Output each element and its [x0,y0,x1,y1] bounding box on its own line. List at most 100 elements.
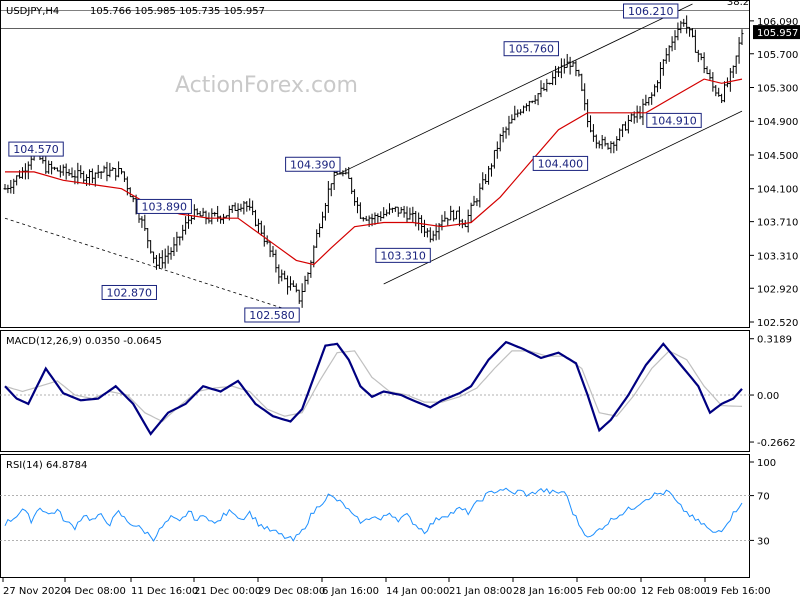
ohlc-bar [219,215,223,224]
price-annotation-box [375,247,431,263]
price-annotation-box [646,112,702,128]
rsi-axis-label: 70 [757,492,770,503]
ohlc-bar [224,215,228,218]
ohlc-bar [513,105,517,121]
ohlc-bar [644,94,648,106]
price-panel [0,0,750,328]
ohlc-bar [256,218,260,234]
ohlc-bar [606,142,610,150]
price-annotation: 104.390 [285,156,341,172]
ohlc-bar [96,164,100,179]
ohlc-bar [201,207,205,217]
ohlc-bar [347,166,351,179]
ohlc-bar [195,208,199,216]
price-axis-label: 102.920 [757,284,798,295]
ohlc-bar [15,175,19,186]
time-axis-label: 29 Dec 08:00 [258,586,325,597]
price-panel-title: USDJPY,H4 [6,6,59,17]
ohlc-bar [600,135,604,150]
ohlc-bar [708,69,712,80]
rsi-plot [0,487,750,542]
rsi-axis-label: 30 [757,536,770,547]
ohlc-bar [539,80,543,98]
time-axis-label: 11 Dec 16:00 [131,586,198,597]
ohlc-bar [705,66,709,75]
price-annotation-label: 102.580 [249,309,295,322]
ohlc-bar [679,20,683,34]
ohlc-bar [597,140,601,149]
ohlc-bar [661,59,665,76]
price-annotation-label: 104.390 [290,158,336,171]
ohlc-bar [79,165,83,179]
ohlc-bar [251,200,255,216]
ohlc-bar [321,211,325,229]
ohlc-bar [402,205,406,218]
ohlc-bar [507,115,511,136]
ohlc-bar [714,84,718,97]
ohlc-bar [361,216,365,222]
ohlc-bar [382,207,386,219]
ohlc-bar [571,60,575,67]
ohlc-bar [399,206,403,214]
price-annotation-label: 105.760 [509,43,555,56]
ohlc-bar [131,195,135,203]
time-axis-label: 4 Dec 08:00 [65,586,126,597]
ohlc-bar [233,202,237,212]
ohlc-bar [568,56,572,75]
ohlc-bar [501,127,505,143]
ohlc-bar [3,183,7,190]
ohlc-bar [230,204,234,213]
price-annotation: 104.570 [8,141,64,157]
price-annotation-label: 104.400 [538,157,584,170]
ohlc-bar [254,209,258,227]
ohlc-bar [58,165,62,178]
current-price-tag [753,25,800,40]
ohlc-bar [379,211,383,222]
ohlc-bar [664,48,668,64]
macd-series-signal [4,350,743,423]
ohlc-bar [248,198,252,211]
price-annotation-box [623,3,679,19]
ohlc-bar [740,29,744,46]
ohlc-bar [670,36,674,52]
ohlc-bar [603,136,607,147]
time-axis-label: 5 Feb 00:00 [577,586,636,597]
ohlc-bar [160,250,164,269]
ohlc-bar [696,49,700,63]
rsi-axis-label: 100 [757,458,776,469]
ohlc-bar [274,249,278,273]
ohlc-bar [583,83,587,111]
ohlc-bar [262,225,266,247]
ohlc-bar [574,60,578,77]
ohlc-bar [533,95,537,105]
price-annotation: 103.890 [136,198,192,214]
ohlc-bar [355,197,359,214]
ohlc-bar [50,161,54,175]
macd-axis: 0.3189 0.00 -0.2662 [750,335,796,449]
ohlc-bar [495,141,499,159]
price-annotation-box [532,155,589,171]
ohlc-bar [12,178,16,194]
ohlc-bar [102,165,106,173]
ohlc-bar [653,84,657,97]
ohlc-bar [431,230,435,242]
ohlc-bar [99,171,103,179]
ohlc-bar [688,26,692,37]
ohlc-bar [268,240,272,258]
price-axis: 106.090 105.700 105.300 104.900 104.500 104.1… [750,17,800,329]
ohlc-bar [559,58,563,79]
ohlc-bar [411,206,415,222]
ohlc-bar [53,166,57,171]
macd-plot [0,340,750,436]
ohlc-bar [498,133,502,152]
ohlc-bar [536,93,540,106]
ohlc-bar [297,289,301,304]
time-axis-label: 28 Jan 16:00 [513,586,576,597]
ohlc-bar [306,272,310,285]
ohlc-bar [157,253,161,269]
price-axis-label: 102.520 [757,318,798,329]
ohlc-bar [621,124,625,138]
ohlc-bar [64,163,68,180]
ohlc-bar [519,109,523,116]
ohlc-bar [373,212,377,225]
